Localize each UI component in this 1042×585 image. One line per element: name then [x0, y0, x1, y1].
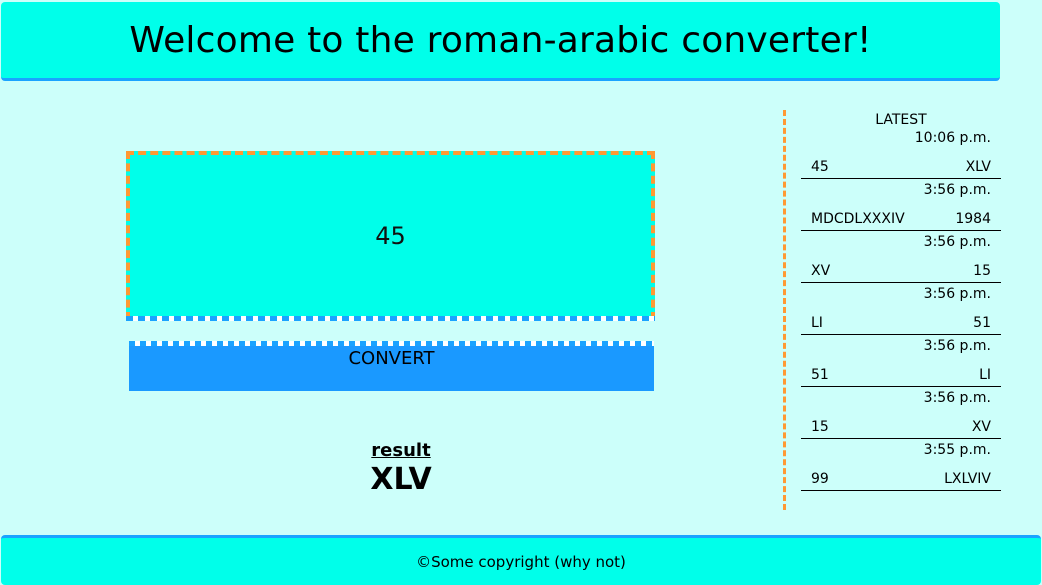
entry-input: 15 — [811, 419, 829, 435]
history-entry: 3:56 p.m. 15 XV — [801, 388, 1001, 439]
latest-title: LATEST — [875, 112, 927, 128]
entry-time: 3:56 p.m. — [923, 286, 991, 302]
number-input[interactable] — [130, 154, 651, 317]
result-value: XLV — [370, 462, 432, 497]
entry-output: LI — [979, 367, 991, 383]
entry-output: 15 — [973, 263, 991, 279]
page-header: Welcome to the roman-arabic converter! — [1, 2, 1000, 81]
entry-input: 99 — [811, 471, 829, 487]
page-title: Welcome to the roman-arabic converter! — [129, 19, 872, 61]
history-entry: 3:56 p.m. 51 LI — [801, 336, 1001, 387]
entry-input: 51 — [811, 367, 829, 383]
entry-output: LXLVIV — [944, 471, 991, 487]
divider-dash-top — [126, 316, 655, 321]
entry-output: XV — [971, 419, 991, 435]
entry-time: 10:06 p.m. — [914, 130, 991, 146]
history-entry: 10:06 p.m. 45 XLV — [801, 128, 1001, 179]
entry-output: 1984 — [955, 211, 991, 227]
convert-button[interactable]: CONVERT — [129, 346, 654, 391]
result-label: result — [371, 440, 431, 461]
entry-input: MDCDLXXXIV — [811, 211, 905, 227]
history-entry: 3:55 p.m. 99 LXLVIV — [801, 440, 1001, 491]
history-list: 10:06 p.m. 45 XLV 3:56 p.m. MDCDLXXXIV 1… — [801, 128, 1001, 492]
entry-time: 3:55 p.m. — [923, 442, 991, 458]
entry-input: XV — [811, 263, 831, 279]
history-entry: 3:56 p.m. MDCDLXXXIV 1984 — [801, 180, 1001, 231]
entry-input: LI — [811, 315, 823, 331]
copyright-text: ©Some copyright (why not) — [416, 552, 626, 571]
entry-input: 45 — [811, 159, 829, 175]
divider-dash-bottom — [129, 341, 654, 346]
page-footer: ©Some copyright (why not) — [1, 535, 1041, 585]
number-input-box[interactable] — [126, 151, 655, 320]
entry-time: 3:56 p.m. — [923, 338, 991, 354]
entry-time: 3:56 p.m. — [923, 182, 991, 198]
sidebar-divider — [783, 110, 786, 510]
history-entry: 3:56 p.m. XV 15 — [801, 232, 1001, 283]
entry-time: 3:56 p.m. — [923, 390, 991, 406]
entry-time: 3:56 p.m. — [923, 234, 991, 250]
entry-output: 51 — [973, 315, 991, 331]
entry-output: XLV — [965, 159, 991, 175]
history-entry: 3:56 p.m. LI 51 — [801, 284, 1001, 335]
